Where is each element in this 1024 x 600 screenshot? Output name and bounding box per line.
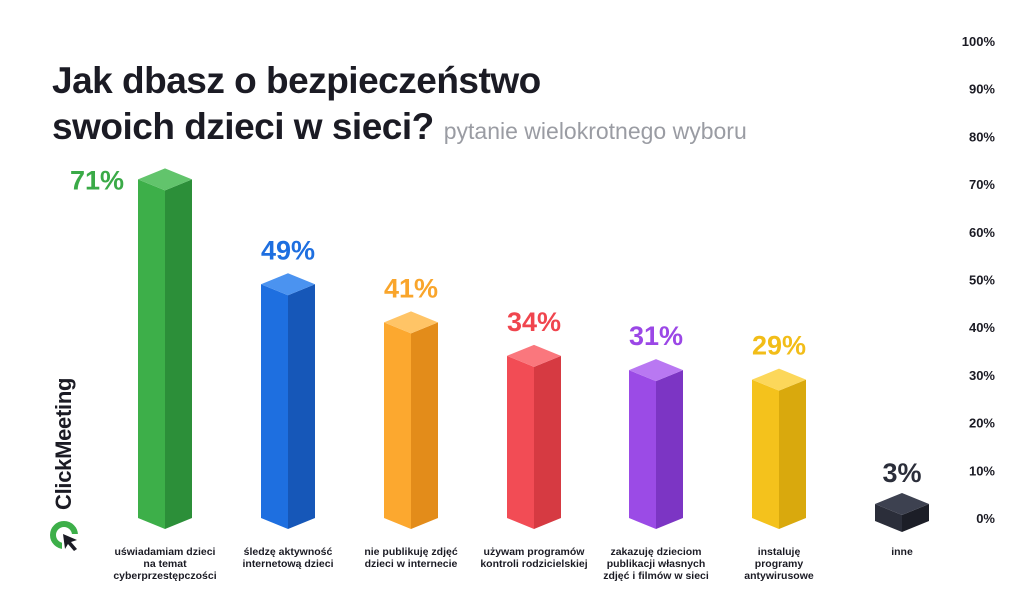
bar-front [629, 370, 656, 529]
chart-subtitle: pytanie wielokrotnego wyboru [443, 118, 747, 144]
category-label: nie publikuję zdjęć [364, 546, 458, 558]
bar-front [384, 322, 411, 529]
bar-top [629, 359, 683, 382]
y-axis-tick-label: 50% [969, 273, 995, 288]
brand-name: ClickMeeting [51, 377, 76, 510]
category-label: kontroli rodzicielskiej [480, 558, 587, 570]
y-axis-tick-label: 90% [969, 82, 995, 97]
bar-top [138, 168, 192, 191]
bar-side [902, 504, 929, 532]
y-axis-tick-label: 20% [969, 416, 995, 431]
category-label: cyberprzestępczości [113, 570, 216, 582]
bar-value-label: 3% [882, 458, 921, 488]
bar-front [261, 284, 288, 529]
bar-value-label: 29% [752, 331, 806, 361]
bar-value-label: 71% [70, 165, 124, 195]
title-line-1: Jak dbasz o bezpieczeństwo [52, 60, 541, 101]
bar-front [875, 504, 902, 532]
bar-value-label: 31% [629, 321, 683, 351]
category-label: zakazuję dzieciom [610, 546, 701, 558]
category-label: dzieci w internecie [365, 558, 458, 570]
category-label: śledzę aktywność [244, 546, 333, 558]
y-axis-tick-label: 40% [969, 320, 995, 335]
bar-front [752, 379, 779, 529]
chart-title: Jak dbasz o bezpieczeństwo swoich dzieci… [52, 58, 747, 154]
bar-value-label: 49% [261, 235, 315, 265]
y-axis-tick-label: 0% [976, 511, 995, 526]
bar-side [288, 284, 315, 529]
y-axis-tick-label: 100% [962, 34, 996, 49]
category-label: programy [755, 558, 804, 570]
y-axis-tick-label: 30% [969, 368, 995, 383]
clickmeeting-logo-icon [50, 521, 82, 552]
bar-side [656, 370, 683, 529]
y-axis-tick-label: 10% [969, 463, 995, 478]
y-axis-tick-label: 80% [969, 129, 995, 144]
bar-side [534, 355, 561, 529]
bar-top [752, 368, 806, 391]
bar-front [138, 179, 165, 529]
bar-side [779, 379, 806, 529]
bar-side [165, 179, 192, 529]
category-label: inne [891, 546, 913, 558]
y-axis-tick-label: 70% [969, 177, 995, 192]
bar-top [261, 273, 315, 296]
bar-top [507, 344, 561, 367]
bar-top [875, 493, 929, 515]
category-label: antywirusowe [744, 570, 814, 582]
bar-front [507, 355, 534, 529]
title-line-2: swoich dzieci w sieci? pytanie wielokrotn… [52, 104, 747, 154]
y-axis-tick-label: 60% [969, 225, 995, 240]
category-label: uświadamiam dzieci [115, 546, 216, 558]
bar-top [384, 311, 438, 334]
title-line-2-text: swoich dzieci w sieci? [52, 106, 434, 147]
category-label: używam programów [484, 546, 586, 558]
bar-value-label: 41% [384, 273, 438, 303]
category-label: na temat [143, 558, 187, 570]
category-label: zdjęć i filmów w sieci [603, 570, 709, 582]
category-label: internetową dzieci [242, 558, 333, 570]
category-label: publikacji własnych [607, 558, 706, 570]
bar-side [411, 322, 438, 529]
category-label: instaluję [758, 546, 801, 558]
bar-value-label: 34% [507, 307, 561, 337]
